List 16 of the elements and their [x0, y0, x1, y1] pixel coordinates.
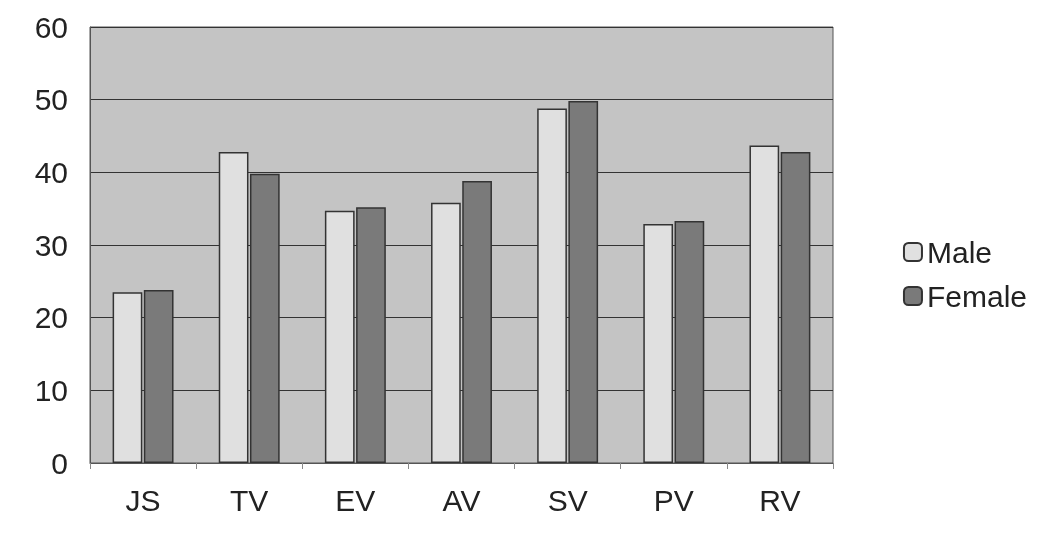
x-tick-label: TV [230, 483, 269, 517]
legend-label: Male [926, 235, 992, 269]
y-tick-label: 60 [34, 10, 68, 44]
y-tick-label: 30 [34, 228, 68, 262]
x-tick-label: SV [547, 483, 588, 517]
x-tick-label: RV [759, 483, 801, 517]
y-tick-label: 40 [34, 155, 68, 189]
x-tick-label: PV [653, 483, 694, 517]
y-tick-label: 10 [34, 373, 68, 407]
y-tick-label: 50 [34, 83, 68, 117]
x-tick-label: JS [125, 483, 161, 517]
y-tick-label: 20 [34, 301, 68, 335]
y-tick-label: 0 [51, 446, 68, 480]
x-tick-label: AV [442, 483, 481, 517]
x-tick-label: EV [335, 483, 376, 517]
legend-label: Female [926, 279, 1028, 313]
